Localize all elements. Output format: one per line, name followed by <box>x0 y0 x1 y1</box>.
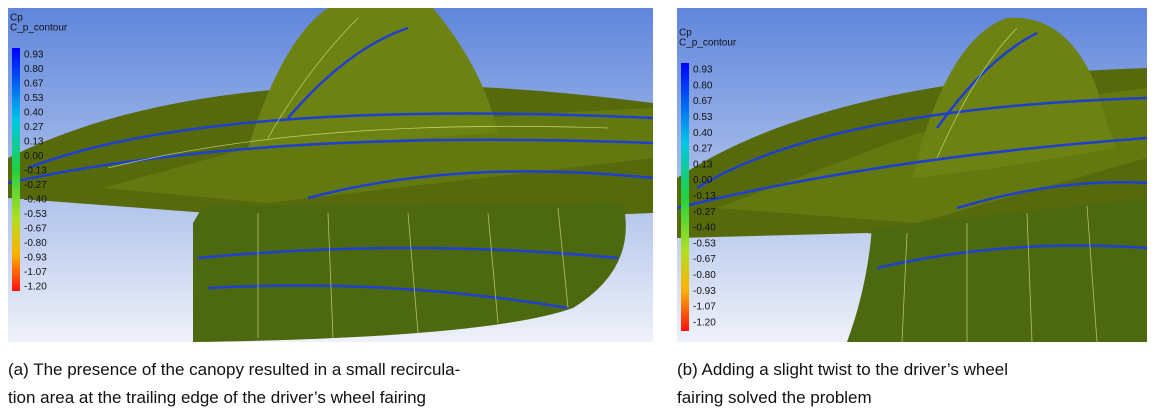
caption-line: (b) Adding a slight twist to the driver’… <box>677 356 1008 384</box>
colorbar <box>12 48 20 291</box>
legend-label: -0.27 <box>24 180 47 191</box>
figure-image: CpC_p_contour0.930.800.670.530.400.270.1… <box>677 8 1147 342</box>
legend-label: -0.67 <box>693 254 716 265</box>
legend-label: -0.67 <box>24 224 47 235</box>
legend-label: 0.13 <box>24 137 44 148</box>
figure-image: CpC_p_contour0.930.800.670.530.400.270.1… <box>8 8 653 342</box>
legend-label: -1.20 <box>693 317 716 328</box>
legend-label: -1.07 <box>24 267 47 278</box>
caption-line: fairing solved the problem <box>677 384 1008 412</box>
legend-label: 0.53 <box>693 112 713 123</box>
legend-label: -0.93 <box>24 253 47 264</box>
legend-label: 0.27 <box>693 144 713 155</box>
legend-label: -0.53 <box>693 238 716 249</box>
legend-label: -1.07 <box>693 302 716 313</box>
legend-label: 0.00 <box>24 151 44 162</box>
legend-label: 0.80 <box>693 80 713 91</box>
legend-label: -0.13 <box>24 166 47 177</box>
legend-label: 0.80 <box>24 64 44 75</box>
caption-line: tion area at the trailing edge of the dr… <box>8 384 460 412</box>
legend-label: -0.80 <box>693 270 716 281</box>
caption: (a) The presence of the canopy resulted … <box>8 356 460 412</box>
page: CpC_p_contour0.930.800.670.530.400.270.1… <box>0 0 1155 416</box>
caption: (b) Adding a slight twist to the driver’… <box>677 356 1008 412</box>
legend-label: 0.53 <box>24 93 44 104</box>
legend-label: -0.93 <box>693 286 716 297</box>
colorbar <box>681 63 689 331</box>
legend-label: 0.40 <box>693 128 713 139</box>
legend-label: 0.93 <box>24 50 44 61</box>
legend-label: 0.27 <box>24 122 44 133</box>
legend-subtitle: C_p_contour <box>10 23 68 34</box>
legend-label: 0.67 <box>24 79 44 90</box>
legend-label: -0.27 <box>693 207 716 218</box>
legend-label: 0.13 <box>693 159 713 170</box>
legend-label: 0.67 <box>693 96 713 107</box>
caption-line: (a) The presence of the canopy resulted … <box>8 356 460 384</box>
legend-subtitle: C_p_contour <box>679 38 737 49</box>
legend-label: -0.40 <box>693 223 716 234</box>
legend-label: 0.00 <box>693 175 713 186</box>
legend-label: -0.13 <box>693 191 716 202</box>
legend-label: -1.20 <box>24 282 47 293</box>
legend-label: -0.53 <box>24 209 47 220</box>
legend-label: 0.40 <box>24 108 44 119</box>
legend-label: -0.80 <box>24 238 47 249</box>
legend-label: 0.93 <box>693 65 713 76</box>
legend-label: -0.40 <box>24 195 47 206</box>
